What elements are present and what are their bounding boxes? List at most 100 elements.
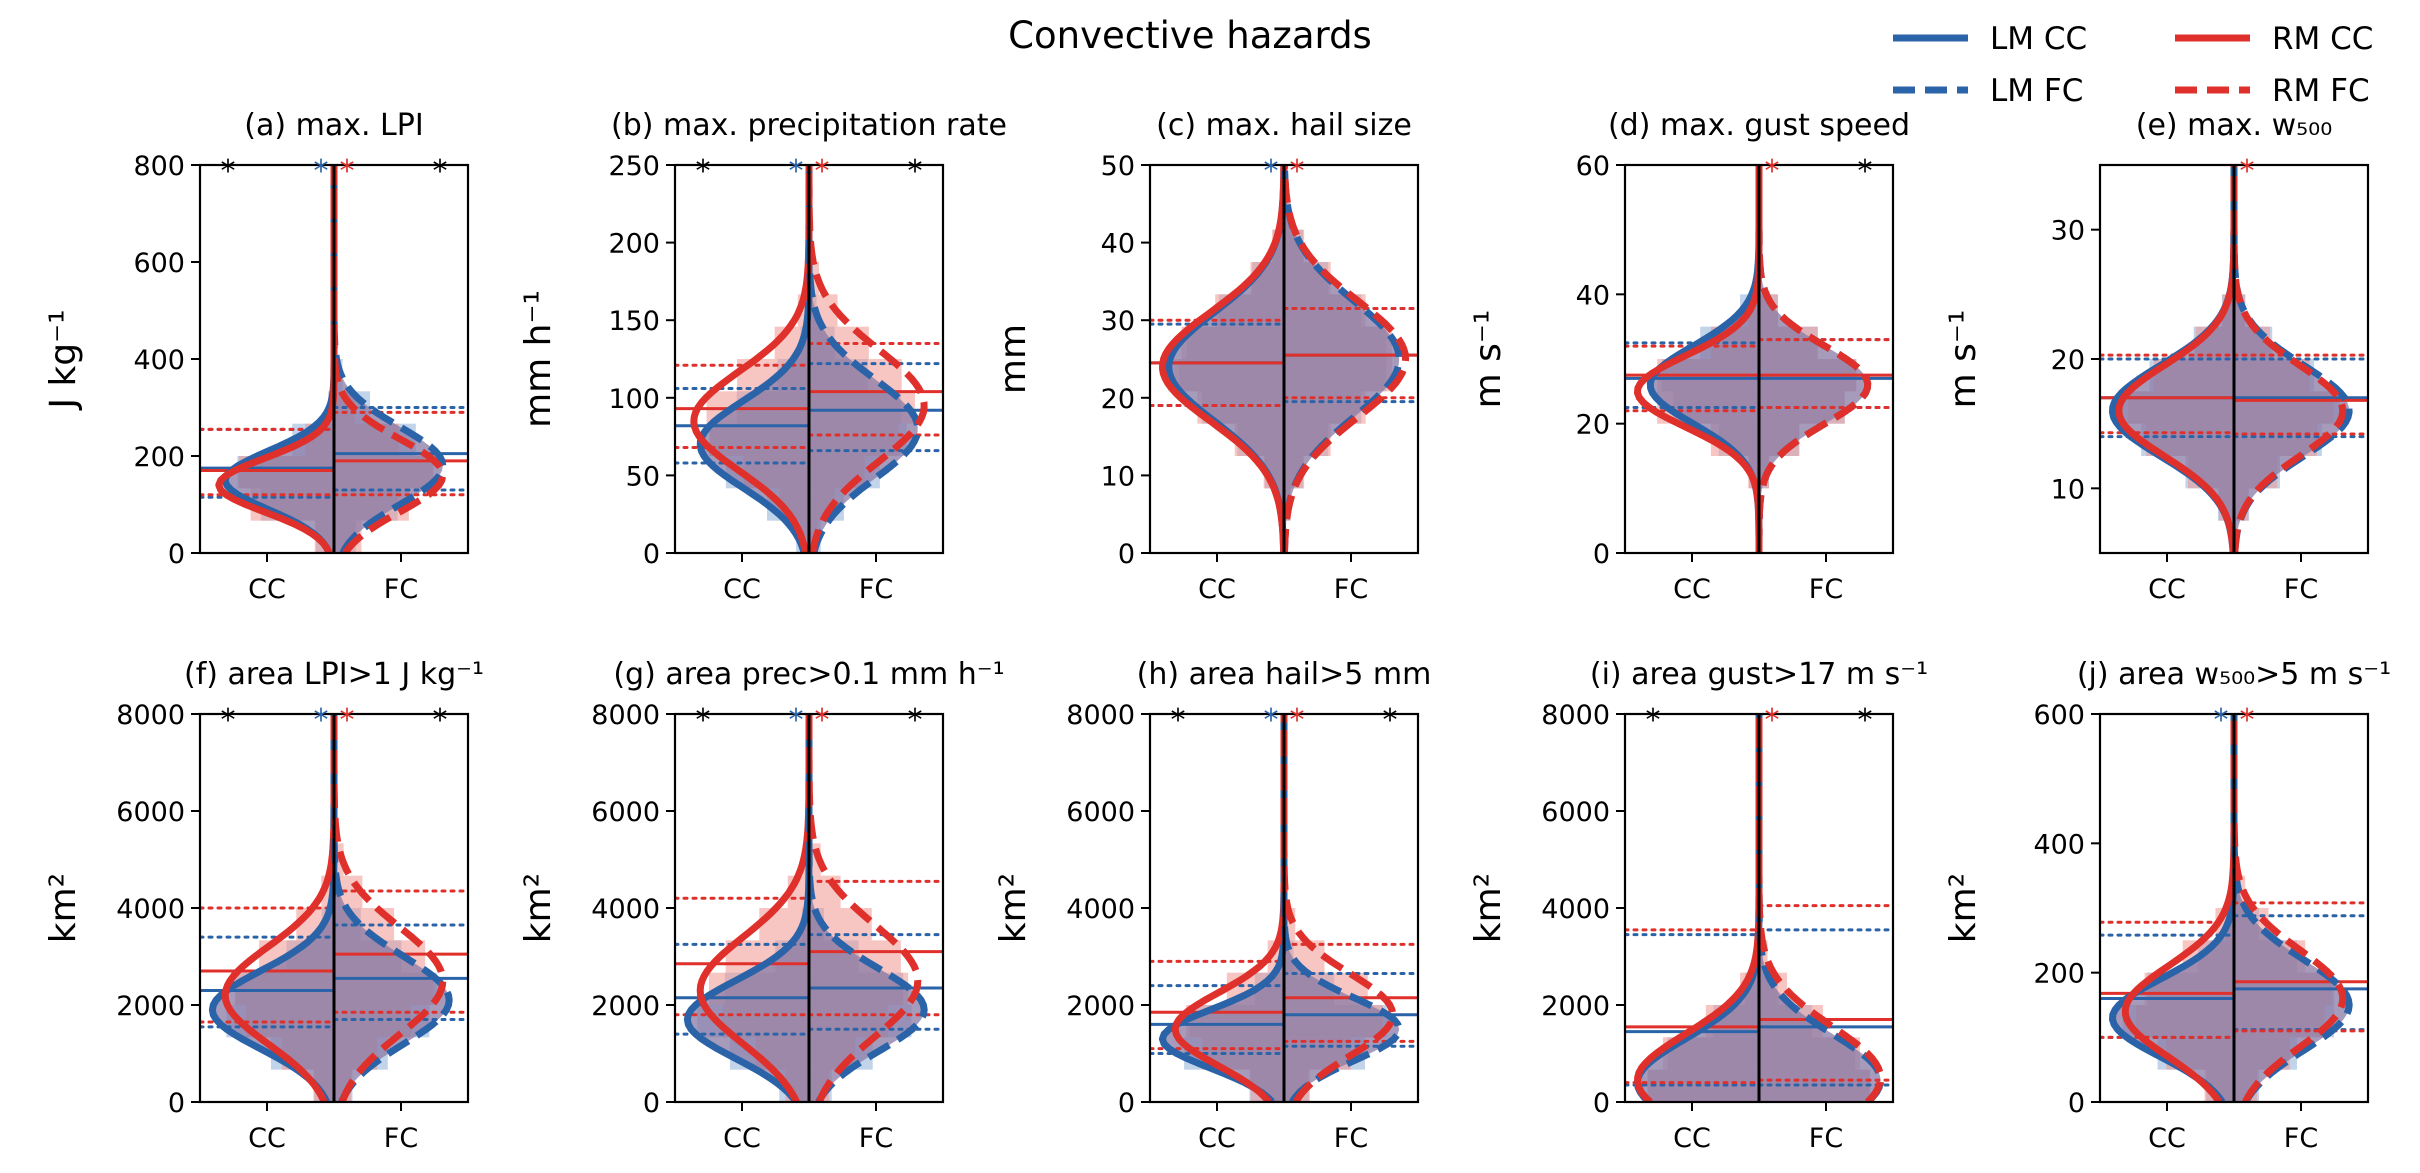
- plot-area: [200, 165, 468, 553]
- y-tick-label: 60: [1576, 151, 1610, 182]
- violin-outline-rm-cc: [1159, 165, 1288, 553]
- y-axis-label: km²: [1943, 873, 1984, 943]
- y-tick-label: 0: [643, 539, 660, 570]
- y-tick-label: 400: [2033, 829, 2085, 860]
- significance-star: *: [433, 703, 448, 738]
- x-tick-label: CC: [1198, 574, 1236, 605]
- violin-fill-lm-fc: [1759, 714, 1881, 1102]
- legend-label-lm-fc: LM FC: [1990, 73, 2083, 109]
- y-tick-label: 0: [1118, 539, 1135, 570]
- y-tick-label: 150: [608, 306, 660, 337]
- y-tick-label: 200: [133, 442, 185, 473]
- violin-fill-lm-fc: [334, 714, 450, 1102]
- panel-title: (j) area w₅₀₀>5 m s⁻¹: [2077, 657, 2391, 692]
- plot-area: [675, 165, 943, 553]
- significance-star: *: [340, 154, 355, 189]
- x-tick-label: FC: [2284, 574, 2318, 605]
- violin-fill-lm-cc: [1162, 714, 1284, 1102]
- panel-title: (e) max. w₅₀₀: [2136, 108, 2332, 143]
- significance-star: *: [2240, 703, 2255, 738]
- y-tick-label: 2000: [1541, 991, 1610, 1022]
- y-tick-label: 2000: [1066, 991, 1135, 1022]
- significance-star: *: [1858, 703, 1873, 738]
- x-tick-label: FC: [1809, 1123, 1843, 1154]
- x-tick-label: CC: [248, 1123, 286, 1154]
- y-tick-label: 8000: [116, 700, 185, 731]
- y-axis-label: mm: [993, 324, 1034, 394]
- y-tick-label: 8000: [1066, 700, 1135, 731]
- panel-title: (a) max. LPI: [244, 108, 423, 143]
- x-tick-label: CC: [2148, 1123, 2186, 1154]
- legend-label-rm-cc: RM CC: [2272, 21, 2373, 57]
- y-tick-label: 6000: [591, 797, 660, 828]
- panel-9: 0 2000 4000 6000 8000 CC FC (i) area gust>17 m …: [1468, 657, 1928, 1154]
- violin-outline-rm-fc: [805, 714, 922, 1102]
- significance-star: *: [908, 703, 923, 738]
- y-axis-label: km²: [518, 873, 559, 943]
- significance-star: *: [789, 703, 804, 738]
- y-tick-label: 40: [1101, 229, 1135, 260]
- panel-10: 0 200 400 600 CC FC (j) area w₅₀₀>5 m s⁻¹ km² * *: [1943, 657, 2391, 1154]
- significance-star: *: [2240, 154, 2255, 189]
- violin-fill-lm-cc: [687, 714, 809, 1102]
- legend-label-rm-fc: RM FC: [2272, 73, 2370, 109]
- panel-title: (i) area gust>17 m s⁻¹: [1590, 657, 1928, 692]
- violin-outline-rm-fc: [1281, 165, 1410, 553]
- axes-frame: [673, 163, 945, 555]
- x-tick-label: FC: [1334, 1123, 1368, 1154]
- significance-star: *: [1290, 703, 1305, 738]
- y-tick-label: 4000: [116, 894, 185, 925]
- violin-fill-lm-fc: [334, 165, 443, 553]
- hist-bin-rm-fc: [1284, 908, 1296, 941]
- x-tick-label: FC: [384, 574, 418, 605]
- axes-frame: [1148, 163, 1420, 555]
- violin-outline-lm-fc: [805, 165, 922, 553]
- significance-star: *: [696, 703, 711, 738]
- legend-label-lm-cc: LM CC: [1990, 21, 2087, 57]
- y-tick-label: 20: [1101, 384, 1135, 415]
- significance-star: *: [696, 154, 711, 189]
- violin-fill-lm-cc: [1650, 165, 1759, 553]
- panel-3: 0 10 20 30 40 50 CC FC (c) max. hail size mm * *: [993, 108, 1420, 605]
- panel-title: (h) area hail>5 mm: [1137, 657, 1432, 692]
- y-axis-label: mm h⁻¹: [518, 290, 559, 428]
- y-tick-label: 2000: [116, 991, 185, 1022]
- y-axis-label: m s⁻¹: [1468, 310, 1509, 409]
- violin-fill-lm-fc: [1284, 165, 1400, 553]
- y-tick-label: 600: [133, 248, 185, 279]
- plot-area: [1150, 165, 1418, 553]
- y-tick-label: 0: [1593, 1088, 1610, 1119]
- panel-6: 0 2000 4000 6000 8000 CC FC (f) area LPI>1 J kg…: [43, 657, 484, 1154]
- panel-title: (c) max. hail size: [1156, 108, 1412, 143]
- legend-item-lm-cc: LM CC: [1893, 21, 2087, 57]
- y-tick-label: 30: [1101, 306, 1135, 337]
- plot-area: [2100, 714, 2368, 1102]
- significance-star: *: [815, 154, 830, 189]
- y-tick-label: 8000: [1541, 700, 1610, 731]
- significance-star: *: [789, 154, 804, 189]
- significance-star: *: [340, 703, 355, 738]
- violin-fill-lm-cc: [212, 714, 334, 1102]
- significance-star: *: [1264, 154, 1279, 189]
- y-tick-label: 8000: [591, 700, 660, 731]
- x-tick-label: CC: [2148, 574, 2186, 605]
- violin-fill-lm-cc: [2112, 714, 2234, 1102]
- legend-item-lm-fc: LM FC: [1893, 73, 2083, 109]
- axes-frame: [2098, 712, 2370, 1104]
- x-tick-label: CC: [248, 574, 286, 605]
- y-axis-label: m s⁻¹: [1943, 310, 1984, 409]
- violin-outline-rm-fc: [330, 714, 447, 1102]
- x-tick-label: CC: [1673, 1123, 1711, 1154]
- y-tick-label: 20: [1576, 410, 1610, 441]
- hist-bin-rm-fc: [809, 843, 821, 876]
- y-axis-label: km²: [1468, 873, 1509, 943]
- y-tick-label: 200: [2033, 959, 2085, 990]
- y-tick-label: 100: [608, 384, 660, 415]
- y-tick-label: 0: [1593, 539, 1610, 570]
- significance-star: *: [1646, 703, 1661, 738]
- hist-bin-rm-cc: [797, 294, 809, 327]
- significance-star: *: [815, 703, 830, 738]
- panel-2: 0 50 100 150 200 250 CC FC (b) max. precipitatio…: [518, 108, 1007, 605]
- significance-star: *: [2214, 703, 2229, 738]
